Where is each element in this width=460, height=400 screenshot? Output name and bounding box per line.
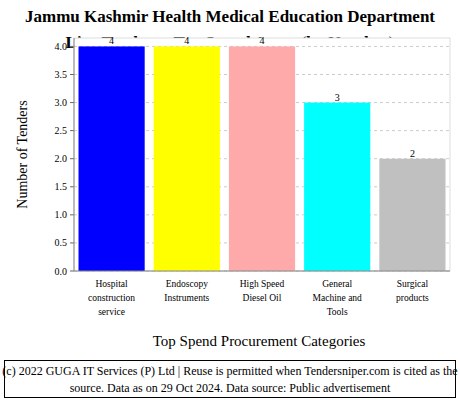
category-line: Tools xyxy=(327,307,348,317)
tick-label: 0.0 xyxy=(55,266,68,277)
tick-label: 3.5 xyxy=(55,69,68,80)
title: Jammu Kashmir Health Medical Education D… xyxy=(25,7,435,26)
chart: Jammu Kashmir Health Medical Education D… xyxy=(0,0,460,400)
bar xyxy=(154,46,220,271)
tick-label: 2.0 xyxy=(55,153,68,164)
tick-mark xyxy=(70,74,74,75)
bar xyxy=(229,46,295,271)
footer-text: (c) 2022 GUGA IT Services (P) Ltd | Reus… xyxy=(2,364,457,378)
bars xyxy=(79,46,446,271)
tick-mark xyxy=(70,130,74,131)
tick-mark xyxy=(70,158,74,159)
grid-line xyxy=(74,271,450,272)
category-line: construction xyxy=(88,293,135,303)
bar xyxy=(79,46,145,271)
y-axis xyxy=(74,38,75,271)
category-line: products xyxy=(396,293,429,303)
tick-mark xyxy=(70,214,74,215)
data-label: 2 xyxy=(410,148,415,159)
category-line: Endoscopy xyxy=(166,279,208,289)
bar xyxy=(304,103,370,271)
background xyxy=(0,0,460,400)
tick-label: 3.0 xyxy=(55,97,68,108)
category-line: Diesel Oil xyxy=(243,293,282,303)
data-label: 4 xyxy=(109,35,114,46)
tick-label: 0.5 xyxy=(55,237,68,248)
category-label: High Speed Diesel Oil xyxy=(240,279,285,303)
category-label: Hospital construction service xyxy=(88,279,135,317)
footer-text: source. Data as on 29 Oct 2024. Data sou… xyxy=(70,381,391,395)
tick-label: 4.0 xyxy=(55,41,68,52)
category-line: service xyxy=(98,307,125,317)
bar xyxy=(379,159,445,271)
tick-mark xyxy=(70,102,74,103)
category-line: Surgical xyxy=(397,279,429,289)
tick-label: 1.5 xyxy=(55,181,68,192)
x-axis xyxy=(74,271,450,272)
tick-mark xyxy=(70,186,74,187)
category-label: Surgical products xyxy=(396,279,429,303)
category-line: Instruments xyxy=(164,293,209,303)
plot-frame xyxy=(74,38,450,271)
category-label: Endoscopy Instruments xyxy=(164,279,209,303)
category-label: General Machine and Tools xyxy=(313,279,363,317)
category-line: Hospital xyxy=(95,279,128,289)
category-line: High Speed xyxy=(240,279,285,289)
data-label: 4 xyxy=(184,35,189,46)
tick-label: 1.0 xyxy=(55,209,68,220)
tick-mark xyxy=(70,242,74,243)
tick-mark xyxy=(70,271,74,272)
tick-mark xyxy=(70,46,74,47)
data-label: 3 xyxy=(335,92,340,103)
category-line: Machine and xyxy=(313,293,363,303)
y-axis-label: Number of Tenders xyxy=(15,100,30,208)
category-line: General xyxy=(322,279,352,289)
data-label: 4 xyxy=(260,35,265,46)
x-axis-label: Top Spend Procurement Categories xyxy=(153,333,366,349)
tick-label: 2.5 xyxy=(55,125,68,136)
